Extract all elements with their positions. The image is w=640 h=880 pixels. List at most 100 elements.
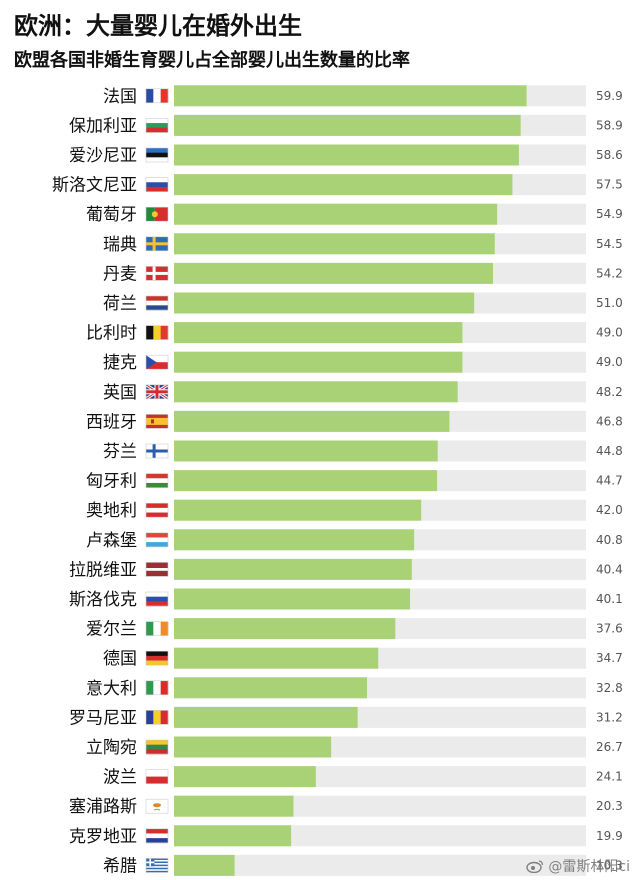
value-label-lithuania: 26.7	[596, 740, 623, 754]
france-flag-icon	[145, 88, 169, 104]
bar-luxembourg	[174, 529, 415, 551]
bar-france	[174, 85, 527, 107]
value-label-cyprus: 20.3	[596, 799, 623, 813]
greece-flag-icon	[145, 858, 169, 873]
country-label-spain: 西班牙	[86, 412, 137, 432]
value-label-sweden: 54.5	[596, 237, 623, 251]
bar-finland	[174, 440, 438, 462]
bar-uk	[174, 381, 458, 403]
value-label-hungary: 44.7	[596, 474, 623, 488]
country-label-denmark: 丹麦	[103, 264, 137, 284]
bar-row-ireland: 爱尔兰 37.6	[86, 618, 623, 640]
bar-row-czechia: 捷克 49.0	[103, 351, 623, 373]
sweden-flag-icon	[145, 236, 169, 252]
value-label-belgium: 49.0	[596, 326, 623, 340]
bar-row-poland: 波兰 24.1	[103, 766, 623, 788]
country-label-uk: 英国	[103, 383, 137, 403]
bar-row-italy: 意大利 32.8	[86, 677, 623, 699]
bar-poland	[174, 766, 316, 788]
value-label-poland: 24.1	[596, 770, 623, 784]
value-label-denmark: 54.2	[596, 266, 623, 280]
country-label-germany: 德国	[103, 649, 137, 669]
bar-estonia	[174, 144, 519, 166]
bar-row-latvia: 拉脱维亚 40.4	[69, 558, 623, 580]
country-label-slovakia: 斯洛伐克	[69, 590, 137, 610]
value-label-italy: 32.8	[596, 681, 623, 695]
chart-subtitle: 欧盟各国非婚生育婴儿占全部婴儿出生数量的比率	[14, 50, 410, 71]
value-label-romania: 31.2	[596, 710, 623, 724]
country-label-bulgaria: 保加利亚	[69, 116, 137, 136]
bar-row-estonia: 爱沙尼亚 58.6	[69, 144, 623, 166]
finland-flag-icon	[145, 443, 169, 459]
poland-flag-icon	[145, 769, 169, 784]
bar-row-portugal: 葡萄牙 54.9	[86, 203, 623, 225]
bulgaria-flag-icon	[145, 118, 169, 133]
country-label-netherlands: 荷兰	[103, 294, 137, 314]
value-label-spain: 46.8	[596, 414, 623, 428]
country-label-luxembourg: 卢森堡	[86, 531, 137, 551]
value-label-bulgaria: 58.9	[596, 118, 623, 132]
bar-sweden	[174, 233, 495, 255]
value-label-germany: 34.7	[596, 651, 623, 665]
ireland-flag-icon	[145, 621, 169, 636]
uk-flag-icon	[145, 383, 169, 401]
estonia-flag-icon	[145, 147, 169, 163]
country-label-czechia: 捷克	[103, 353, 137, 373]
bar-spain	[174, 410, 450, 432]
bar-row-greece: 希腊 10.3	[103, 854, 623, 876]
country-label-slovenia: 斯洛文尼亚	[52, 176, 137, 196]
germany-flag-icon	[145, 650, 169, 666]
bar-cyprus	[174, 795, 294, 817]
belgium-flag-icon	[145, 325, 169, 340]
slovenia-flag-icon	[145, 177, 169, 192]
value-label-france: 59.9	[596, 89, 623, 103]
value-label-greece: 10.3	[596, 858, 623, 872]
page-title: 欧洲：大量婴儿在婚外出生	[14, 11, 302, 40]
austria-flag-icon	[145, 502, 169, 518]
latvia-flag-icon	[145, 562, 169, 577]
bar-row-germany: 德国 34.7	[103, 647, 623, 669]
bar-lithuania	[174, 736, 332, 758]
bar-ireland	[174, 618, 396, 640]
country-label-sweden: 瑞典	[103, 235, 137, 255]
bar-slovenia	[174, 174, 513, 196]
spain-flag-icon	[145, 414, 169, 429]
bar-greece	[174, 854, 235, 876]
value-label-slovenia: 57.5	[596, 178, 623, 192]
bar-row-luxembourg: 卢森堡 40.8	[86, 529, 623, 551]
italy-flag-icon	[145, 680, 169, 696]
value-label-slovakia: 40.1	[596, 592, 623, 606]
bar-row-netherlands: 荷兰 51.0	[103, 292, 623, 314]
bar-bulgaria	[174, 114, 521, 136]
value-label-czechia: 49.0	[596, 355, 623, 369]
bar-row-slovakia: 斯洛伐克 40.1	[69, 588, 623, 610]
bar-germany	[174, 647, 379, 669]
watermark: @雷斯林阳ci	[526, 856, 630, 876]
croatia-flag-icon	[145, 828, 169, 844]
country-label-greece: 希腊	[103, 856, 137, 876]
country-label-romania: 罗马尼亚	[69, 708, 137, 728]
bar-track-greece	[174, 854, 586, 876]
bar-row-slovenia: 斯洛文尼亚 57.5	[52, 174, 623, 196]
bar-row-denmark: 丹麦 54.2	[103, 262, 623, 284]
bar-row-spain: 西班牙 46.8	[86, 410, 623, 432]
bar-row-sweden: 瑞典 54.5	[103, 233, 623, 255]
bar-latvia	[174, 558, 412, 580]
value-label-croatia: 19.9	[596, 829, 623, 843]
country-label-ireland: 爱尔兰	[86, 620, 137, 640]
value-label-austria: 42.0	[596, 503, 623, 517]
czechia-flag-icon	[145, 354, 169, 370]
cyprus-flag-icon	[145, 798, 169, 814]
country-label-austria: 奥地利	[86, 501, 137, 521]
bar-row-lithuania: 立陶宛 26.7	[86, 736, 623, 758]
value-label-finland: 44.8	[596, 444, 623, 458]
bar-row-romania: 罗马尼亚 31.2	[69, 706, 623, 728]
bar-row-austria: 奥地利 42.0	[86, 499, 623, 521]
netherlands-flag-icon	[145, 295, 169, 311]
bar-row-finland: 芬兰 44.8	[103, 440, 623, 462]
bar-czechia	[174, 351, 463, 373]
bar-croatia	[174, 825, 292, 847]
romania-flag-icon	[145, 710, 169, 725]
bar-portugal	[174, 203, 498, 225]
